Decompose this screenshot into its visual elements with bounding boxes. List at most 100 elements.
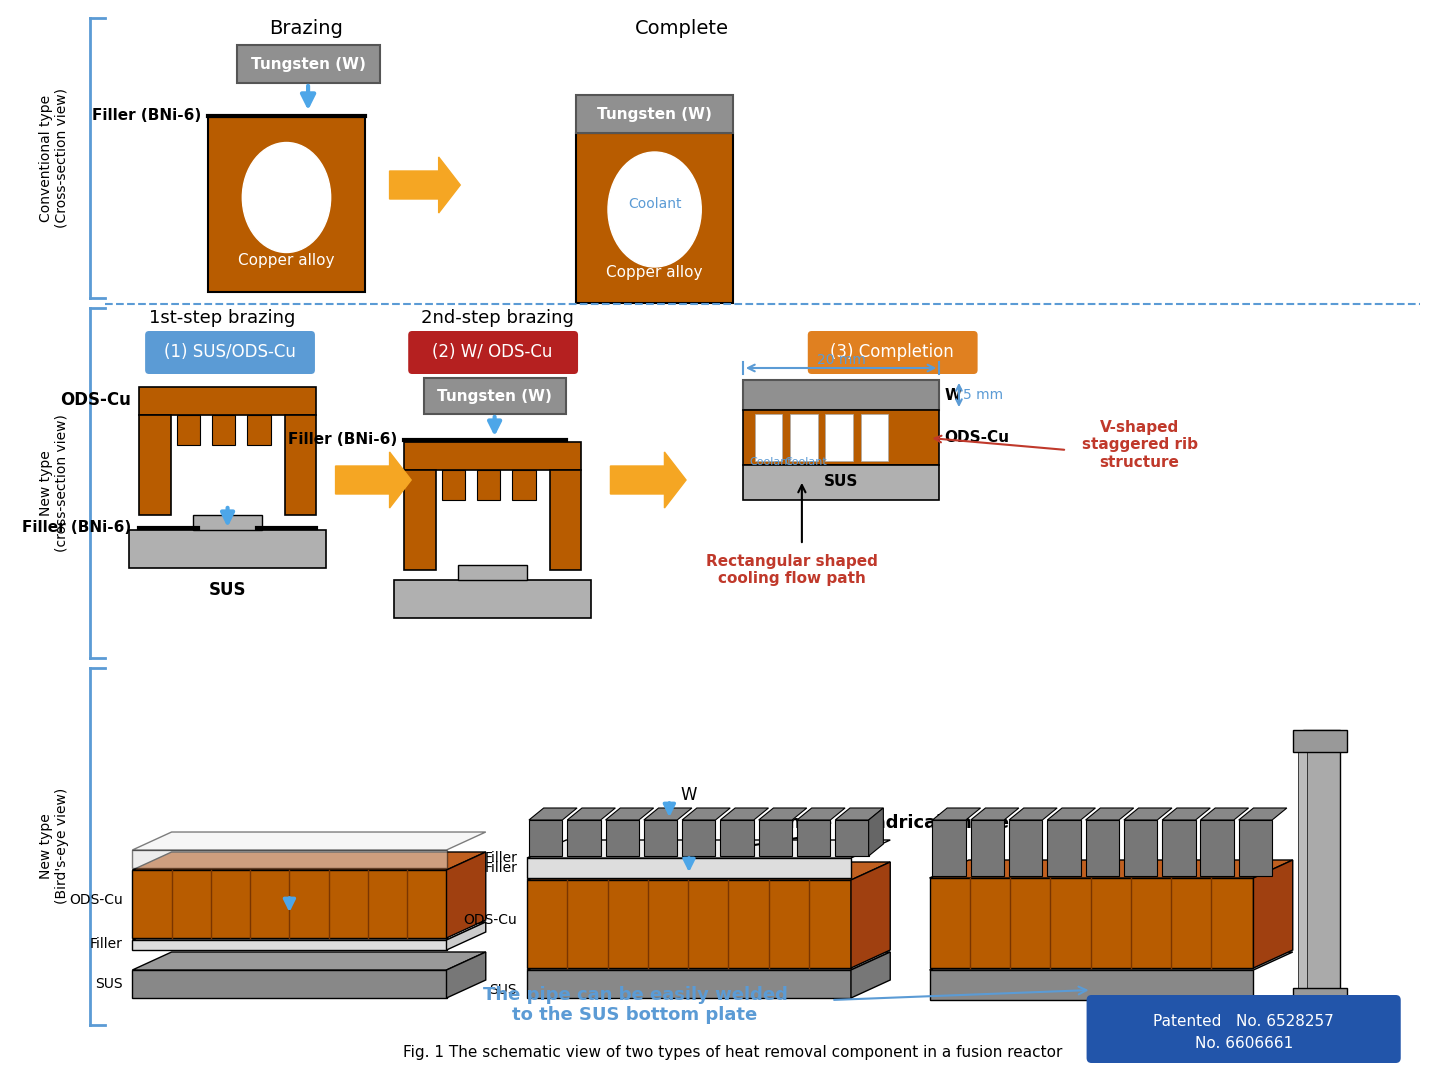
- Text: (2) W/ ODS-Cu: (2) W/ ODS-Cu: [432, 343, 553, 361]
- Text: 20 mm: 20 mm: [816, 354, 865, 367]
- Bar: [1297, 731, 1308, 1010]
- Bar: [212, 415, 235, 445]
- Text: Filler: Filler: [484, 851, 517, 865]
- Ellipse shape: [242, 142, 331, 252]
- Text: SUS: SUS: [490, 983, 517, 998]
- Text: Copper alloy: Copper alloy: [238, 253, 334, 268]
- Polygon shape: [1238, 808, 1287, 820]
- Polygon shape: [1162, 820, 1195, 876]
- Text: Coolant: Coolant: [785, 457, 827, 467]
- Bar: [743, 465, 939, 500]
- Text: Tungsten (W): Tungsten (W): [438, 389, 552, 404]
- Polygon shape: [132, 970, 446, 998]
- Text: ODS-Cu: ODS-Cu: [69, 893, 122, 907]
- Bar: [238, 45, 380, 83]
- Bar: [477, 470, 501, 500]
- Bar: [1293, 988, 1346, 1010]
- Text: SUS: SUS: [95, 977, 122, 991]
- Text: Tungsten (W): Tungsten (W): [598, 107, 711, 122]
- Polygon shape: [644, 808, 693, 820]
- Polygon shape: [929, 970, 1253, 1000]
- FancyBboxPatch shape: [808, 331, 978, 374]
- Polygon shape: [132, 832, 485, 850]
- Polygon shape: [796, 808, 845, 820]
- Bar: [550, 470, 580, 570]
- Bar: [140, 415, 170, 515]
- Bar: [405, 442, 580, 470]
- Text: Brazing: Brazing: [269, 18, 343, 37]
- Bar: [442, 470, 465, 500]
- Polygon shape: [683, 820, 716, 855]
- Polygon shape: [527, 841, 890, 858]
- Text: Coolant: Coolant: [628, 198, 681, 211]
- Polygon shape: [971, 820, 1004, 876]
- Polygon shape: [1047, 820, 1080, 876]
- Text: Filler (BNi-6): Filler (BNi-6): [22, 520, 131, 535]
- Text: Complete: Complete: [635, 18, 729, 37]
- Text: W: W: [945, 388, 960, 403]
- Polygon shape: [835, 820, 868, 855]
- FancyBboxPatch shape: [1087, 995, 1401, 1063]
- Text: The pipe can be easily welded
to the SUS bottom plate: The pipe can be easily welded to the SUS…: [482, 986, 788, 1024]
- Text: Filler: Filler: [484, 861, 517, 875]
- Polygon shape: [1086, 808, 1133, 820]
- Bar: [825, 414, 852, 461]
- Text: Fig. 1 The schematic view of two types of heat removal component in a fusion rea: Fig. 1 The schematic view of two types o…: [403, 1045, 1063, 1059]
- Polygon shape: [1238, 820, 1272, 876]
- Text: 5 mm: 5 mm: [963, 388, 1004, 402]
- Polygon shape: [868, 808, 883, 855]
- Text: New type
(cross-section view): New type (cross-section view): [39, 414, 69, 552]
- Bar: [405, 470, 436, 570]
- Polygon shape: [933, 808, 981, 820]
- Polygon shape: [132, 870, 446, 938]
- Polygon shape: [1086, 820, 1119, 876]
- Bar: [743, 410, 939, 465]
- Text: (3) Completion: (3) Completion: [831, 343, 955, 361]
- Bar: [207, 117, 364, 292]
- Polygon shape: [528, 808, 577, 820]
- Polygon shape: [759, 820, 792, 855]
- Polygon shape: [567, 820, 600, 855]
- Text: SUS: SUS: [824, 474, 858, 489]
- Text: ODS-Cu: ODS-Cu: [60, 391, 131, 409]
- Text: Simple cylindrical shape: Simple cylindrical shape: [739, 815, 1008, 850]
- Polygon shape: [1123, 820, 1158, 876]
- Text: Conventional type
(Cross-section view): Conventional type (Cross-section view): [39, 88, 69, 227]
- Polygon shape: [1201, 820, 1234, 876]
- Bar: [576, 95, 733, 134]
- Polygon shape: [720, 820, 753, 855]
- Polygon shape: [796, 820, 831, 855]
- Polygon shape: [527, 952, 890, 970]
- Text: Copper alloy: Copper alloy: [606, 265, 703, 280]
- Text: Coolant: Coolant: [749, 457, 792, 467]
- Polygon shape: [527, 880, 851, 968]
- Bar: [1303, 731, 1339, 1010]
- Polygon shape: [132, 850, 446, 868]
- Polygon shape: [1201, 808, 1248, 820]
- Text: SUS: SUS: [209, 581, 246, 599]
- Polygon shape: [132, 922, 485, 940]
- Polygon shape: [1253, 860, 1293, 968]
- Text: New type
(Bird's-eye view): New type (Bird's-eye view): [39, 788, 69, 905]
- Polygon shape: [759, 808, 806, 820]
- Bar: [177, 415, 200, 445]
- Bar: [1293, 731, 1346, 752]
- Bar: [791, 414, 818, 461]
- Polygon shape: [1009, 820, 1043, 876]
- Bar: [513, 470, 536, 500]
- Polygon shape: [336, 452, 412, 508]
- Polygon shape: [1047, 808, 1096, 820]
- Polygon shape: [929, 878, 1253, 968]
- Polygon shape: [683, 808, 730, 820]
- Polygon shape: [606, 808, 654, 820]
- Bar: [285, 415, 315, 515]
- Text: Tungsten (W): Tungsten (W): [251, 57, 366, 72]
- Text: Filler: Filler: [89, 937, 122, 951]
- Bar: [395, 580, 590, 618]
- Polygon shape: [527, 858, 851, 878]
- Bar: [248, 415, 271, 445]
- Polygon shape: [929, 952, 1293, 970]
- Polygon shape: [611, 452, 685, 508]
- Polygon shape: [132, 940, 446, 951]
- Bar: [743, 380, 939, 410]
